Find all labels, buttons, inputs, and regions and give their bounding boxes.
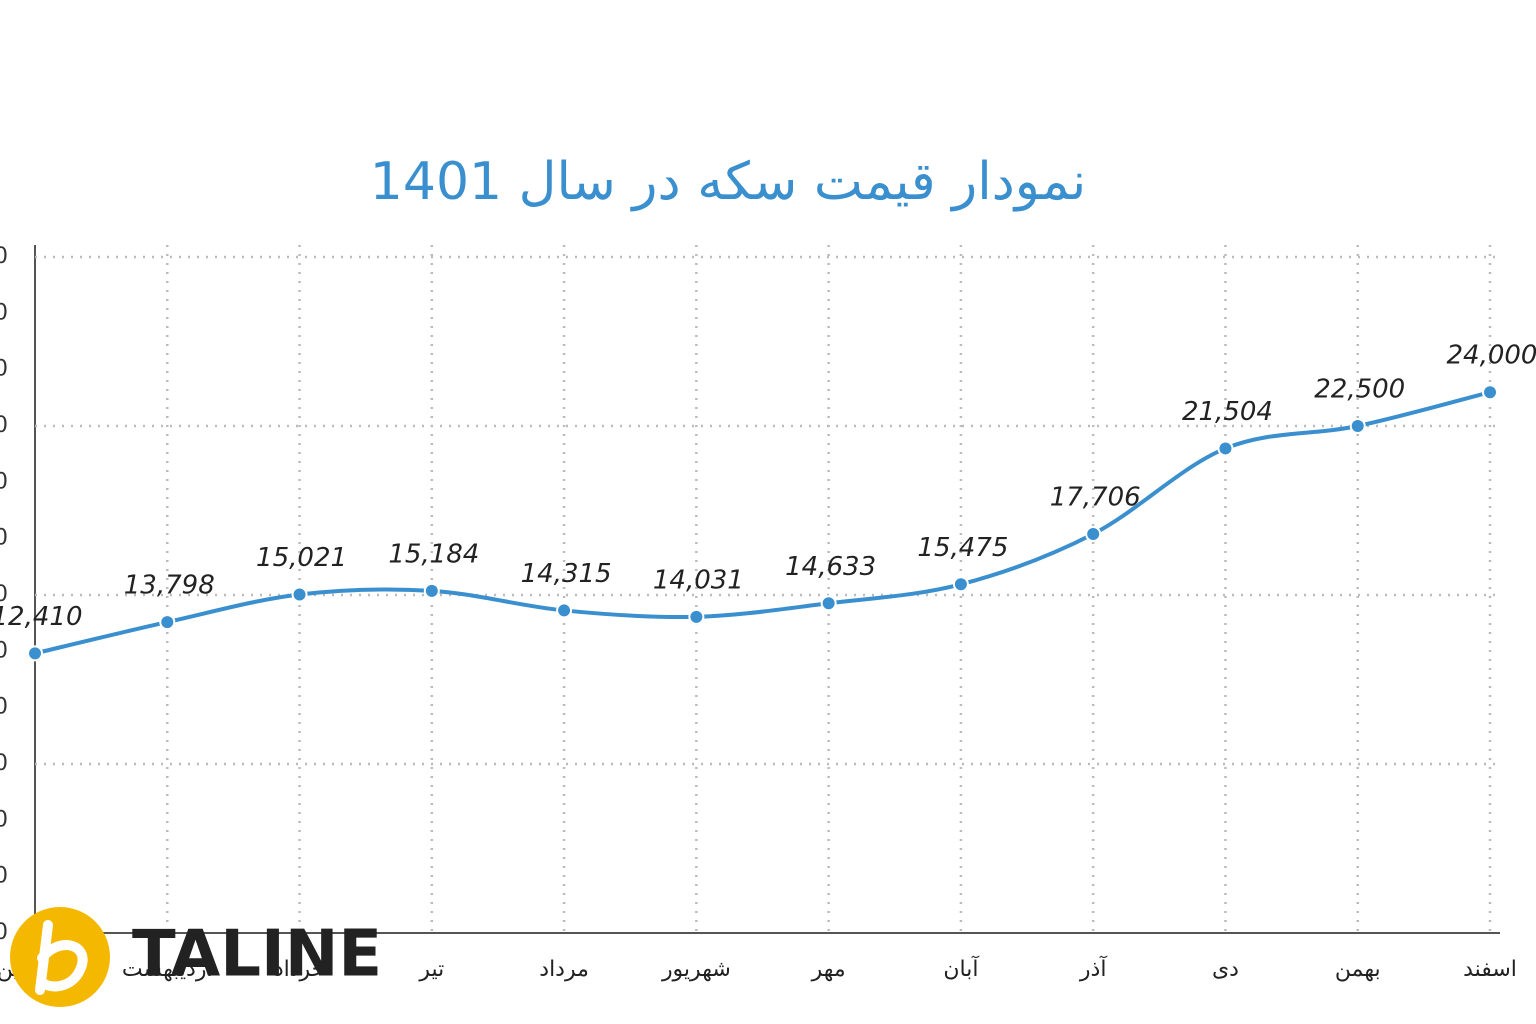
y-tick-label: 25,000 (0, 357, 8, 382)
y-tick-label: 17,500 (0, 526, 8, 551)
data-point (1085, 526, 1102, 543)
x-tick-label: مهر (811, 957, 846, 982)
chart-title: نمودار قیمت سکه در سال 1401 (370, 152, 1086, 212)
y-tick-label: 0 (0, 920, 8, 945)
logo-glyph (35, 920, 88, 995)
y-tick-label: 2,500 (0, 864, 8, 889)
x-tick-label: اردیبهشت (122, 957, 213, 982)
y-tick-label: 5,000 (0, 807, 8, 832)
data-point (27, 645, 43, 662)
data-label: 12,410 (0, 602, 82, 632)
data-label: 15,021 (256, 543, 347, 573)
x-tick-label: تیر (418, 957, 444, 982)
y-tick-label: 22,500 (0, 413, 8, 438)
y-tick-label: 12,500 (0, 638, 8, 663)
data-point (1482, 384, 1498, 401)
data-label: 17,706 (1050, 483, 1141, 513)
y-tick-label: 15,000 (0, 582, 8, 607)
data-point (159, 614, 176, 631)
data-label: 13,798 (124, 571, 215, 601)
x-tick-label: دی (1212, 957, 1239, 982)
y-tick-label: 7,500 (0, 751, 8, 776)
x-tick-label: آذر (1079, 955, 1107, 982)
data-label: 15,184 (388, 539, 479, 569)
data-label: 21,504 (1182, 397, 1273, 427)
data-label: 14,315 (521, 559, 612, 589)
logo: TALINE (10, 907, 382, 1007)
data-point (1349, 418, 1366, 434)
data-point (952, 576, 969, 593)
x-tick-label: خرداد (274, 957, 325, 982)
x-tick-label: آبان (943, 955, 979, 982)
y-tick-label: 20,000 (0, 469, 8, 494)
data-label: 14,633 (785, 552, 876, 582)
data-label: 15,475 (917, 533, 1008, 563)
x-tick-label: اسفند (1463, 957, 1517, 982)
data-point (820, 595, 837, 612)
data-label: 22,500 (1314, 375, 1405, 405)
data-label: 14,031 (653, 565, 744, 595)
data-point (423, 582, 440, 599)
data-point (1217, 440, 1234, 457)
series-line (34, 390, 1491, 656)
y-tick-label: 30,000 (0, 244, 8, 269)
y-tick-label: 27,500 (0, 300, 8, 325)
data-point (688, 608, 705, 625)
data-point (291, 586, 308, 603)
data-point (556, 602, 573, 619)
x-tick-label: شهریور (661, 957, 731, 982)
x-tick-label: بهمن (1335, 957, 1381, 982)
y-tick-label: 10,000 (0, 695, 8, 720)
data-label: 24,000 (1447, 341, 1536, 371)
watermark: TALINE (132, 918, 382, 992)
x-tick-label: مرداد (539, 957, 589, 982)
logo-icon (10, 907, 110, 1007)
